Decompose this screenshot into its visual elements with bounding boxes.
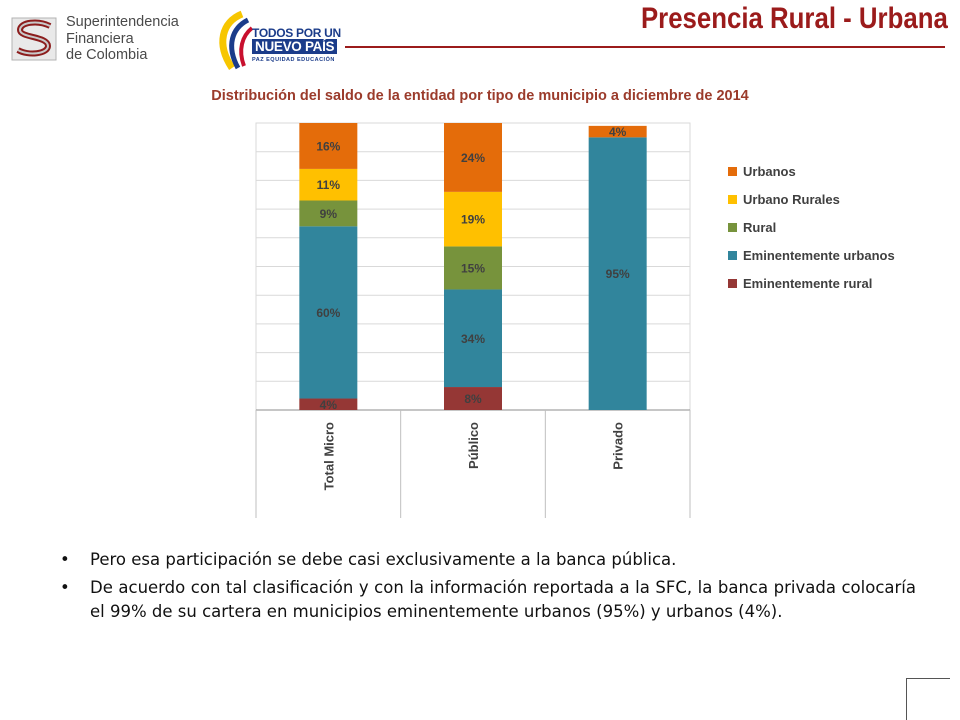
sfc-logo-line: Superintendencia (66, 14, 179, 30)
data-label: 16% (316, 139, 340, 153)
data-label: 8% (464, 392, 482, 406)
legend-label: Rural (743, 220, 776, 235)
bar-segment (588, 125, 647, 138)
legend-swatch (728, 279, 737, 288)
sfc-logo-line: Financiera (66, 30, 134, 47)
bullet-dot-icon: • (60, 578, 70, 597)
sfc-emblem-icon (11, 17, 57, 61)
legend-swatch (728, 167, 737, 176)
bar-segment (299, 226, 358, 399)
data-label: 34% (461, 332, 485, 346)
bullet-text: Pero esa participación se debe casi excl… (90, 550, 677, 569)
legend-swatch (728, 251, 737, 260)
bar-segment (444, 246, 502, 290)
sfc-logo: Superintendencia Financiera de Colombia (10, 12, 200, 67)
bar-segment (444, 289, 502, 388)
corner-frame-line (906, 678, 950, 679)
corner-frame-line (906, 678, 907, 720)
bar-segment (299, 168, 358, 201)
chart-title: Distribución del saldo de la entidad por… (211, 88, 749, 104)
bar-segment (444, 191, 502, 247)
legend-swatch (728, 195, 737, 204)
x-tick-label: Total Micro (321, 422, 336, 490)
page-title: Presencia Rural - Urbana (641, 2, 948, 35)
x-tick-label: Privado (611, 422, 626, 470)
legend-label: Urbanos (743, 164, 796, 179)
bar-segment (588, 137, 647, 410)
colombia-flag-swirl-icon (219, 10, 254, 70)
sfc-logo-line: de Colombia (66, 47, 148, 63)
bullet-item: • De acuerdo con tal clasificación y con… (60, 576, 916, 624)
bar-segment (299, 200, 358, 227)
data-label: 9% (320, 207, 338, 221)
bullet-list: • Pero esa participación se debe casi ex… (60, 548, 916, 628)
legend-label: Eminentemente urbanos (743, 248, 895, 263)
data-label: 19% (461, 213, 485, 227)
todos-por-un-nuevo-pais-logo: TODOS POR UN NUEVO PAÍS PAZ EQUIDAD EDUC… (212, 10, 342, 72)
todos-logo-line: PAZ EQUIDAD EDUCACIÓN (252, 57, 335, 63)
bar-segment (444, 387, 502, 410)
todos-logo-line: NUEVO PAÍS (252, 39, 338, 54)
data-label: 95% (606, 267, 630, 281)
data-label: 60% (316, 306, 340, 320)
data-label: 24% (461, 151, 485, 165)
data-label: 11% (317, 178, 341, 192)
bullet-item: • Pero esa participación se debe casi ex… (60, 548, 916, 572)
bullet-dot-icon: • (60, 550, 70, 569)
data-label: 15% (461, 261, 485, 275)
data-label: 4% (609, 125, 627, 139)
legend-swatch (728, 223, 737, 232)
bar-segment (299, 398, 358, 410)
data-label: 4% (320, 398, 338, 412)
bar-segment (444, 123, 502, 192)
bullet-text: De acuerdo con tal clasificación y con l… (90, 578, 916, 621)
sfc-logo-text: Superintendencia Financiera de Colombia (66, 14, 179, 64)
header: Superintendencia Financiera de Colombia … (0, 0, 960, 72)
x-tick-label: Público (466, 422, 481, 469)
stacked-bar-chart: 4% 60% 9% 11% 16% Total Micro 8% 34% 15% 19% 24% Pú… (255, 122, 895, 518)
title-divider (345, 46, 945, 48)
legend-label: Eminentemente rural (743, 276, 872, 291)
bar-segment (299, 123, 358, 169)
legend-label: Urbano Rurales (743, 192, 840, 207)
todos-logo-line: TODOS POR UN (252, 26, 341, 40)
